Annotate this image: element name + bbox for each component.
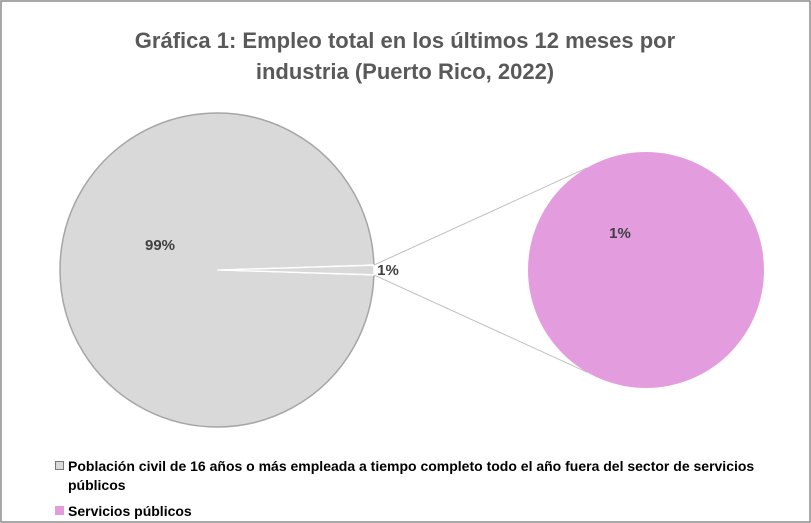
data-label: 1%	[609, 225, 631, 242]
legend-label: Servicios públicos	[68, 503, 192, 519]
data-label: 99%	[145, 237, 175, 254]
connector-line	[373, 167, 588, 266]
legend-label: Población civil de 16 años o más emplead…	[68, 458, 755, 493]
pie-slice	[59, 112, 375, 428]
connector-line	[373, 274, 588, 373]
secondary-pie	[528, 152, 764, 388]
legend-item: Población civil de 16 años o más emplead…	[55, 457, 768, 495]
chart-title: Gráfica 1: Empleo total en los últimos 1…	[135, 28, 676, 84]
legend-swatch	[55, 461, 64, 470]
legend-swatch	[55, 506, 64, 515]
pie-slice	[216, 264, 375, 276]
legend-item: Servicios públicos	[55, 502, 768, 521]
data-label: 1%	[377, 262, 399, 279]
